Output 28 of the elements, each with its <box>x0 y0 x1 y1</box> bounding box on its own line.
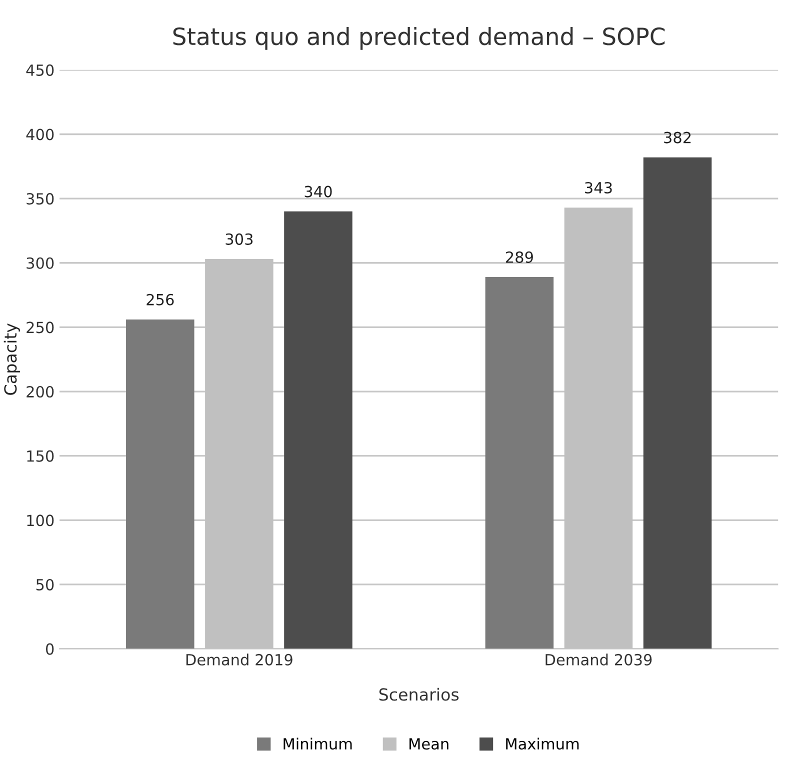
legend-label: Minimum <box>284 738 352 750</box>
y-tick-label: 250 <box>26 322 54 334</box>
data-label: 340 <box>304 186 332 198</box>
y-tick-label: 300 <box>26 257 54 269</box>
y-tick-label: 450 <box>26 64 54 76</box>
data-label: 256 <box>146 294 174 306</box>
y-tick-label: 100 <box>27 514 54 526</box>
bar <box>126 319 194 649</box>
legend-label: Maximum <box>506 738 579 750</box>
data-label: 382 <box>664 132 691 144</box>
y-tick-label: 400 <box>26 128 54 140</box>
y-tick-label: 200 <box>26 386 54 398</box>
bar <box>643 157 712 649</box>
chart-title: Status quo and predicted demand – SOPC <box>173 26 665 50</box>
y-tick-label: 150 <box>27 450 54 462</box>
legend-label: Mean <box>410 738 448 750</box>
y-tick-label: 350 <box>26 193 54 205</box>
x-tick-label: Demand 2019 <box>186 654 292 666</box>
y-tick-label: 0 <box>46 643 54 655</box>
data-label: 289 <box>506 251 533 263</box>
y-tick-label: 50 <box>36 578 54 590</box>
x-axis-title: Scenarios <box>379 688 459 701</box>
y-axis-title: Capacity <box>4 323 20 395</box>
bar <box>485 277 554 649</box>
data-label: 343 <box>585 182 612 194</box>
data-label: 303 <box>226 233 253 245</box>
x-tick-label: Demand 2039 <box>546 654 652 666</box>
bar <box>284 211 352 649</box>
